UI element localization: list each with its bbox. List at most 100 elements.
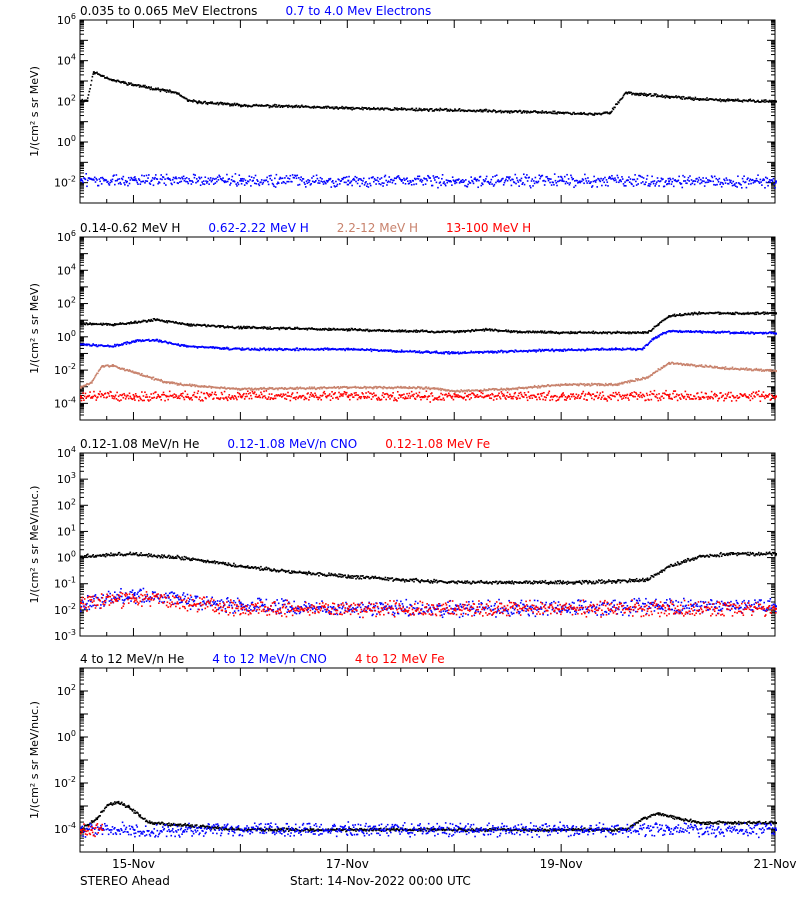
data-point xyxy=(578,180,581,183)
data-point xyxy=(328,327,330,330)
data-point xyxy=(557,331,560,334)
data-point xyxy=(519,180,522,182)
data-point xyxy=(342,106,345,109)
data-point xyxy=(557,175,560,178)
data-point xyxy=(755,177,758,180)
data-point xyxy=(448,110,451,112)
data-point xyxy=(630,91,633,94)
data-point xyxy=(588,383,591,386)
data-point xyxy=(659,368,662,371)
data-point xyxy=(518,185,520,187)
data-point xyxy=(682,174,684,177)
data-point xyxy=(669,178,672,181)
data-point xyxy=(246,104,248,107)
data-point xyxy=(715,177,718,180)
data-point xyxy=(221,347,224,350)
data-point xyxy=(398,329,401,331)
data-point xyxy=(88,343,91,346)
data-point xyxy=(449,108,452,111)
data-point xyxy=(259,347,261,350)
data-point xyxy=(192,345,195,347)
data-point xyxy=(152,184,155,187)
data-point xyxy=(550,184,553,186)
data-point xyxy=(389,181,391,183)
data-point xyxy=(216,101,219,104)
data-point xyxy=(263,386,265,389)
data-point xyxy=(153,317,156,320)
data-point xyxy=(512,111,515,113)
data-point xyxy=(302,347,305,350)
data-point xyxy=(185,180,187,183)
data-point xyxy=(252,179,254,182)
data-point xyxy=(661,94,663,96)
data-point xyxy=(678,175,680,178)
data-point xyxy=(735,182,738,184)
data-point xyxy=(106,76,108,79)
series-node xyxy=(80,179,82,182)
data-point xyxy=(644,94,646,97)
data-point xyxy=(473,109,476,112)
data-point xyxy=(399,330,401,333)
series-node xyxy=(775,180,777,183)
data-point xyxy=(328,106,330,108)
data-point xyxy=(551,112,554,115)
data-point xyxy=(275,104,278,106)
data-point xyxy=(718,99,721,102)
data-point xyxy=(345,176,348,178)
data-point xyxy=(447,350,450,353)
data-point xyxy=(611,174,613,177)
series-node xyxy=(240,326,243,329)
data-point xyxy=(587,383,589,385)
data-point xyxy=(349,328,352,331)
data-point xyxy=(201,181,203,183)
data-point xyxy=(243,184,246,186)
data-point xyxy=(150,86,152,88)
series-2 xyxy=(80,173,777,189)
data-point xyxy=(150,318,152,321)
data-point xyxy=(714,184,717,186)
data-point xyxy=(335,107,337,109)
data-point xyxy=(226,173,228,176)
data-point xyxy=(218,325,220,327)
series-node xyxy=(133,340,136,343)
data-point xyxy=(603,181,605,184)
data-point xyxy=(151,378,153,380)
data-point xyxy=(412,330,415,333)
data-point xyxy=(753,180,755,182)
data-point xyxy=(315,328,318,330)
data-point xyxy=(325,105,327,108)
data-point xyxy=(359,185,361,188)
data-point xyxy=(641,176,643,178)
data-point xyxy=(161,380,163,382)
data-point xyxy=(655,183,657,185)
data-point xyxy=(662,319,665,322)
data-point xyxy=(464,184,466,187)
data-point xyxy=(199,100,201,103)
data-point xyxy=(607,185,609,187)
data-point xyxy=(733,184,735,186)
data-point xyxy=(697,98,700,101)
data-point xyxy=(669,331,672,333)
data-point xyxy=(101,324,104,326)
data-point xyxy=(352,177,355,180)
data-point xyxy=(634,380,636,382)
series-node xyxy=(133,179,136,182)
data-point xyxy=(548,330,551,333)
data-point xyxy=(610,382,612,385)
data-point xyxy=(420,181,423,183)
data-point xyxy=(312,175,315,178)
series-node xyxy=(732,312,735,315)
data-point xyxy=(325,107,328,109)
data-point xyxy=(658,185,660,187)
data-point xyxy=(195,178,198,180)
data-point xyxy=(274,347,276,350)
data-point xyxy=(92,379,94,381)
data-point xyxy=(451,184,453,186)
data-point xyxy=(255,103,258,106)
data-point xyxy=(463,180,466,182)
data-point xyxy=(454,179,457,182)
data-point xyxy=(199,177,201,180)
data-point xyxy=(280,177,282,180)
data-point xyxy=(198,176,200,179)
